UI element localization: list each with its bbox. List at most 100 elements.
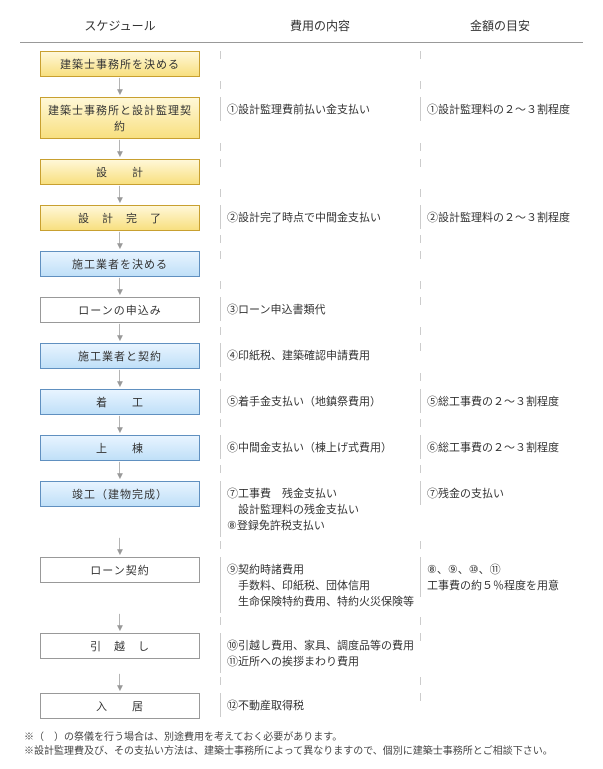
flow-row: 施工業者と契約 ④印紙税、建築確認申請費用 <box>20 343 583 369</box>
flow-box-cell: 施工業者を決める <box>20 251 220 277</box>
flow-box: 上 棟 <box>40 435 200 461</box>
flow-box-cell: ローンの申込み <box>20 297 220 323</box>
flow-box: ローンの申込み <box>40 297 200 323</box>
amount-cell: ①設計監理料の２～３割程度 <box>420 97 580 121</box>
arrow-row: │ ▼ <box>20 143 583 155</box>
arrow-row: │ ▼ <box>20 281 583 293</box>
flow-box-cell: ローン契約 <box>20 557 220 583</box>
flow-box-cell: 設 計 完 了 <box>20 205 220 231</box>
arrow-row: │ ▼ <box>20 327 583 339</box>
spacer <box>220 235 420 243</box>
spacer <box>220 419 420 427</box>
cost-cell: ⑨契約時諸費用 手数料、印紙税、団体信用 生命保険特約費用、特約火災保険等 <box>220 557 420 613</box>
amount-cell <box>420 51 580 59</box>
footer-line-1: ※（ ）の祭儀を行う場合は、別途費用を考えておく必要があります。 <box>24 731 579 745</box>
flow-box: 建築士事務所と設計監理契約 <box>40 97 200 139</box>
arrow-row: │ ▼ <box>20 617 583 629</box>
cost-cell: ⑤着手金支払い（地鎮祭費用） <box>220 389 420 413</box>
flow-box: 施工業者と契約 <box>40 343 200 369</box>
spacer <box>220 617 420 625</box>
cost-cell: ②設計完了時点で中間金支払い <box>220 205 420 229</box>
flow-row: 設 計 <box>20 159 583 185</box>
header-amount: 金額の目安 <box>420 17 580 34</box>
spacer <box>220 189 420 197</box>
header-divider <box>20 42 583 43</box>
cost-cell: ③ローン申込書類代 <box>220 297 420 321</box>
arrow-row: │ ▼ <box>20 541 583 553</box>
flow-row: 設 計 完 了 ②設計完了時点で中間金支払い②設計監理料の２～３割程度 <box>20 205 583 231</box>
spacer <box>220 81 420 89</box>
down-arrow-icon: │ ▼ <box>20 419 220 431</box>
amount-cell: ②設計監理料の２～３割程度 <box>420 205 580 229</box>
arrow-row: │ ▼ <box>20 677 583 689</box>
cost-cell: ⑥中間金支払い（棟上げ式費用） <box>220 435 420 459</box>
spacer <box>420 617 580 625</box>
flow-box-cell: 施工業者と契約 <box>20 343 220 369</box>
down-arrow-icon: │ ▼ <box>20 677 220 689</box>
flow-row: ローン契約⑨契約時諸費用 手数料、印紙税、団体信用 生命保険特約費用、特約火災保… <box>20 557 583 613</box>
spacer <box>420 81 580 89</box>
down-arrow-icon: │ ▼ <box>20 235 220 247</box>
spacer <box>220 373 420 381</box>
spacer <box>420 235 580 243</box>
flow-row: 竣工（建物完成）⑦工事費 残金支払い 設計監理料の残金支払い ⑧登録免許税支払い… <box>20 481 583 537</box>
flow-box: 設 計 <box>40 159 200 185</box>
spacer <box>220 541 420 549</box>
flow-box-cell: 入 居 <box>20 693 220 719</box>
spacer <box>420 373 580 381</box>
flow-row: 建築士事務所と設計監理契約①設計監理費前払い金支払い①設計監理料の２～３割程度 <box>20 97 583 139</box>
spacer <box>420 419 580 427</box>
down-arrow-icon: │ ▼ <box>20 143 220 155</box>
down-arrow-icon: │ ▼ <box>20 327 220 339</box>
down-arrow-icon: │ ▼ <box>20 541 220 553</box>
spacer <box>220 465 420 473</box>
flow-box: 入 居 <box>40 693 200 719</box>
down-arrow-icon: │ ▼ <box>20 465 220 477</box>
flow-box: 引 越 し <box>40 633 200 659</box>
amount-cell <box>420 251 580 259</box>
spacer <box>220 143 420 151</box>
down-arrow-icon: │ ▼ <box>20 617 220 629</box>
cost-cell: ④印紙税、建築確認申請費用 <box>220 343 420 367</box>
flow-row: 上 棟 ⑥中間金支払い（棟上げ式費用）⑥総工事費の２～３割程度 <box>20 435 583 461</box>
amount-cell: ⑥総工事費の２～３割程度 <box>420 435 580 459</box>
flow-row: ローンの申込み ③ローン申込書類代 <box>20 297 583 323</box>
flow-row: 引 越 し ⑩引越し費用、家具、調度品等の費用 ⑪近所への挨拶まわり費用 <box>20 633 583 673</box>
flow-box-cell: 建築士事務所を決める <box>20 51 220 77</box>
amount-cell: ⑧、⑨、⑩、⑪ 工事費の約５％程度を用意 <box>420 557 580 597</box>
cost-cell: ⑩引越し費用、家具、調度品等の費用 ⑪近所への挨拶まわり費用 <box>220 633 420 673</box>
amount-cell <box>420 343 580 351</box>
flow-box-cell: 竣工（建物完成） <box>20 481 220 507</box>
cost-cell <box>220 251 420 259</box>
header-cost: 費用の内容 <box>220 17 420 34</box>
arrow-row: │ ▼ <box>20 373 583 385</box>
spacer <box>220 327 420 335</box>
cost-cell <box>220 159 420 167</box>
spacer <box>420 327 580 335</box>
down-arrow-icon: │ ▼ <box>20 281 220 293</box>
flow-box-cell: 上 棟 <box>20 435 220 461</box>
flow-row: 入 居⑫不動産取得税 <box>20 693 583 719</box>
flow-box-cell: 引 越 し <box>20 633 220 659</box>
arrow-row: │ ▼ <box>20 189 583 201</box>
flow-box-cell: 着 工 <box>20 389 220 415</box>
flow-box: 竣工（建物完成） <box>40 481 200 507</box>
spacer <box>420 281 580 289</box>
amount-cell <box>420 159 580 167</box>
spacer <box>420 143 580 151</box>
spacer <box>420 541 580 549</box>
spacer <box>220 281 420 289</box>
amount-cell: ⑤総工事費の２～３割程度 <box>420 389 580 413</box>
arrow-row: │ ▼ <box>20 235 583 247</box>
header-schedule: スケジュール <box>20 17 220 34</box>
amount-cell <box>420 633 580 641</box>
flow-box: 建築士事務所を決める <box>40 51 200 77</box>
cost-cell <box>220 51 420 59</box>
flow-box: 設 計 完 了 <box>40 205 200 231</box>
flow-box: 着 工 <box>40 389 200 415</box>
down-arrow-icon: │ ▼ <box>20 81 220 93</box>
down-arrow-icon: │ ▼ <box>20 189 220 201</box>
amount-cell: ⑦残金の支払い <box>420 481 580 505</box>
arrow-row: │ ▼ <box>20 419 583 431</box>
spacer <box>220 677 420 685</box>
